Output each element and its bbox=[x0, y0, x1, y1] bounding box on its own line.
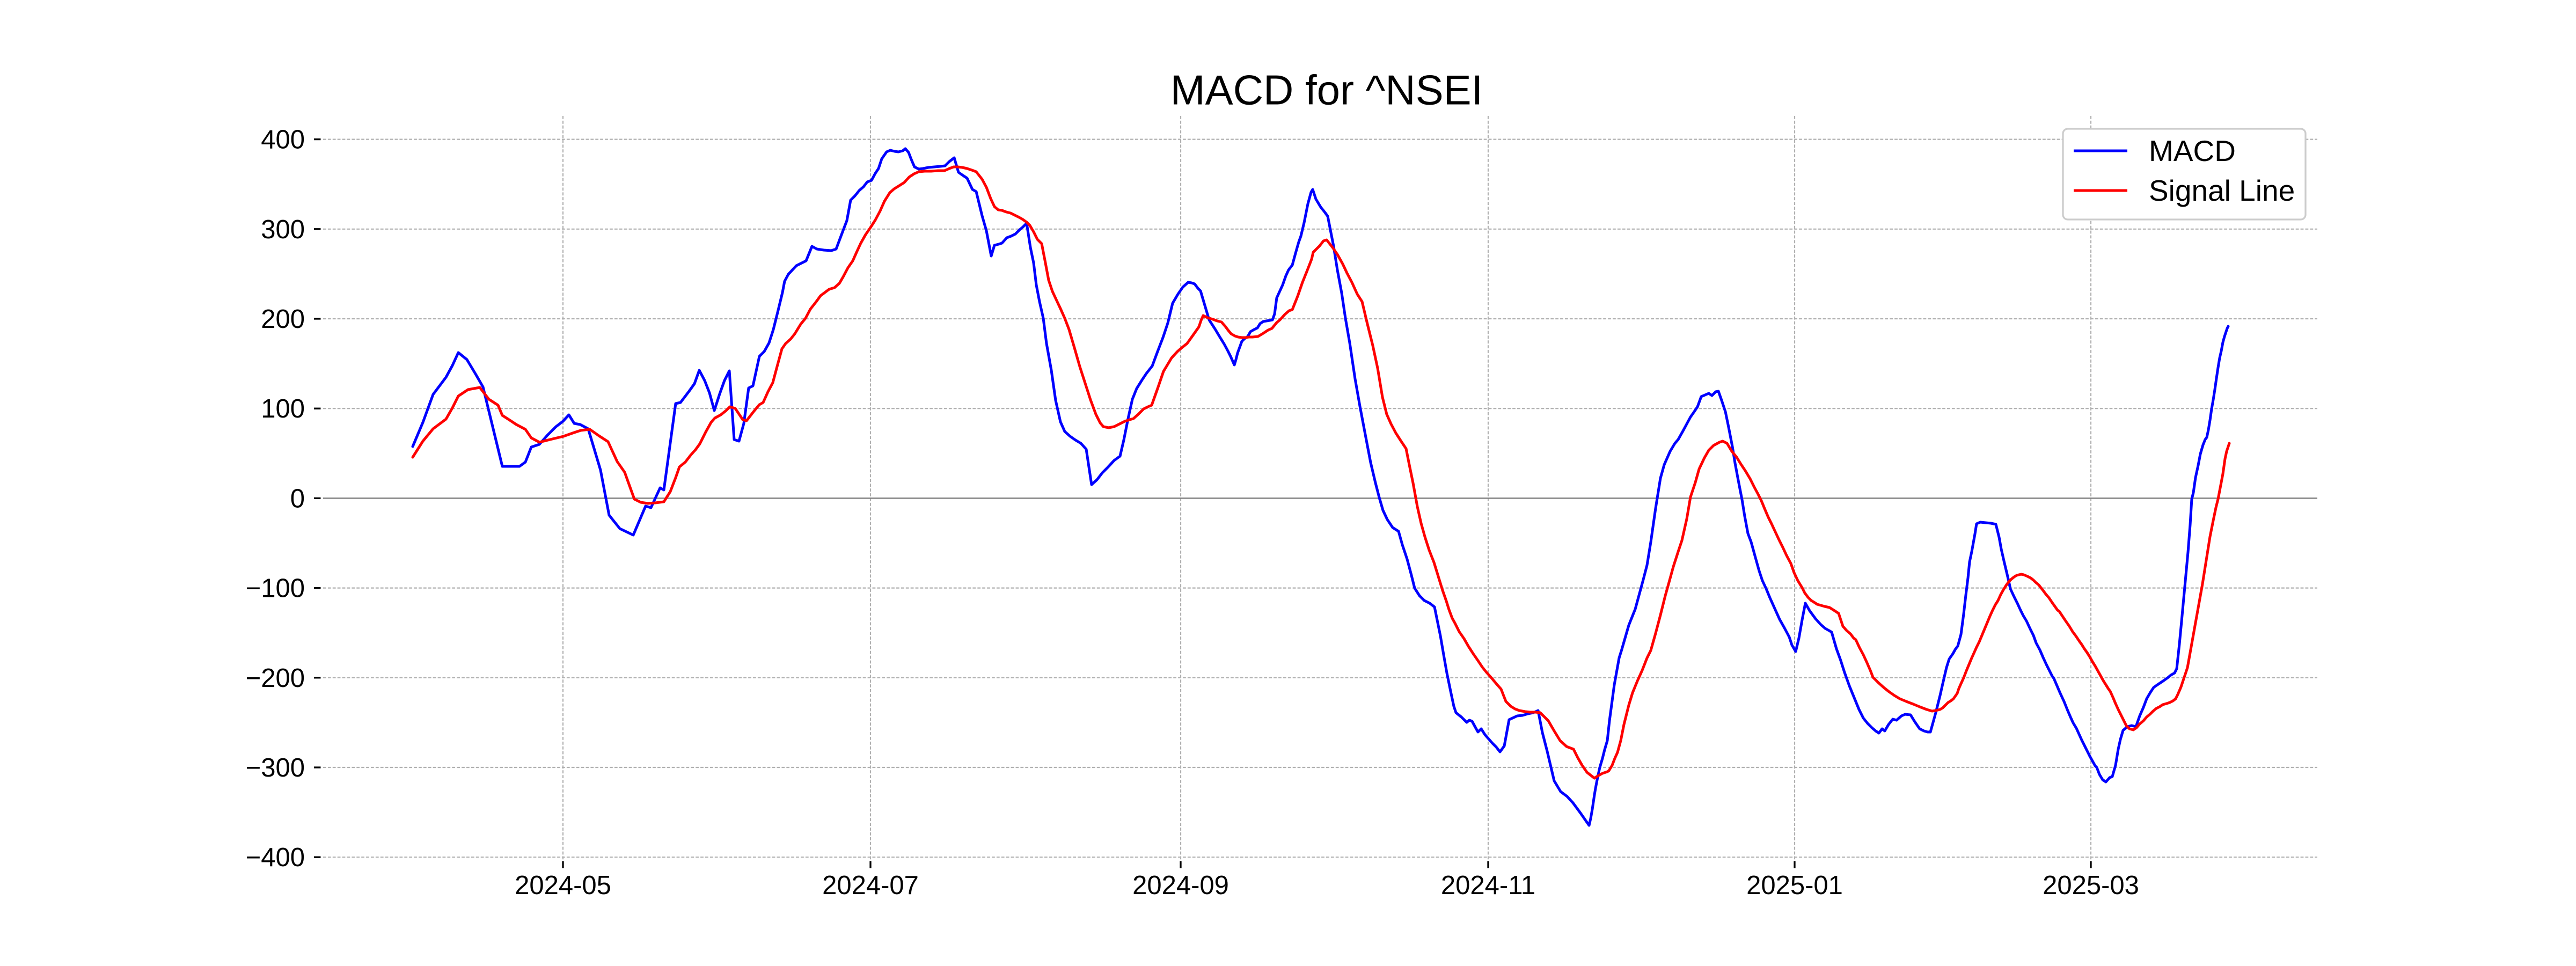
svg-text:2025-03: 2025-03 bbox=[2043, 871, 2139, 900]
svg-text:2025-01: 2025-01 bbox=[1746, 871, 1843, 900]
svg-text:MACD for ^NSEI: MACD for ^NSEI bbox=[1170, 67, 1483, 114]
svg-text:−100: −100 bbox=[246, 574, 305, 603]
svg-text:Signal Line: Signal Line bbox=[2149, 174, 2295, 207]
svg-text:2024-07: 2024-07 bbox=[822, 871, 919, 900]
svg-text:2024-05: 2024-05 bbox=[515, 871, 611, 900]
svg-text:2024-11: 2024-11 bbox=[1441, 871, 1535, 900]
svg-text:−300: −300 bbox=[246, 753, 305, 782]
svg-text:0: 0 bbox=[290, 484, 305, 513]
svg-text:400: 400 bbox=[261, 126, 305, 155]
svg-text:2024-09: 2024-09 bbox=[1132, 871, 1229, 900]
svg-text:200: 200 bbox=[261, 305, 305, 334]
svg-text:−200: −200 bbox=[246, 664, 305, 693]
svg-text:MACD: MACD bbox=[2149, 134, 2236, 167]
svg-text:300: 300 bbox=[261, 215, 305, 244]
svg-text:−400: −400 bbox=[246, 843, 305, 872]
svg-text:100: 100 bbox=[261, 394, 305, 423]
